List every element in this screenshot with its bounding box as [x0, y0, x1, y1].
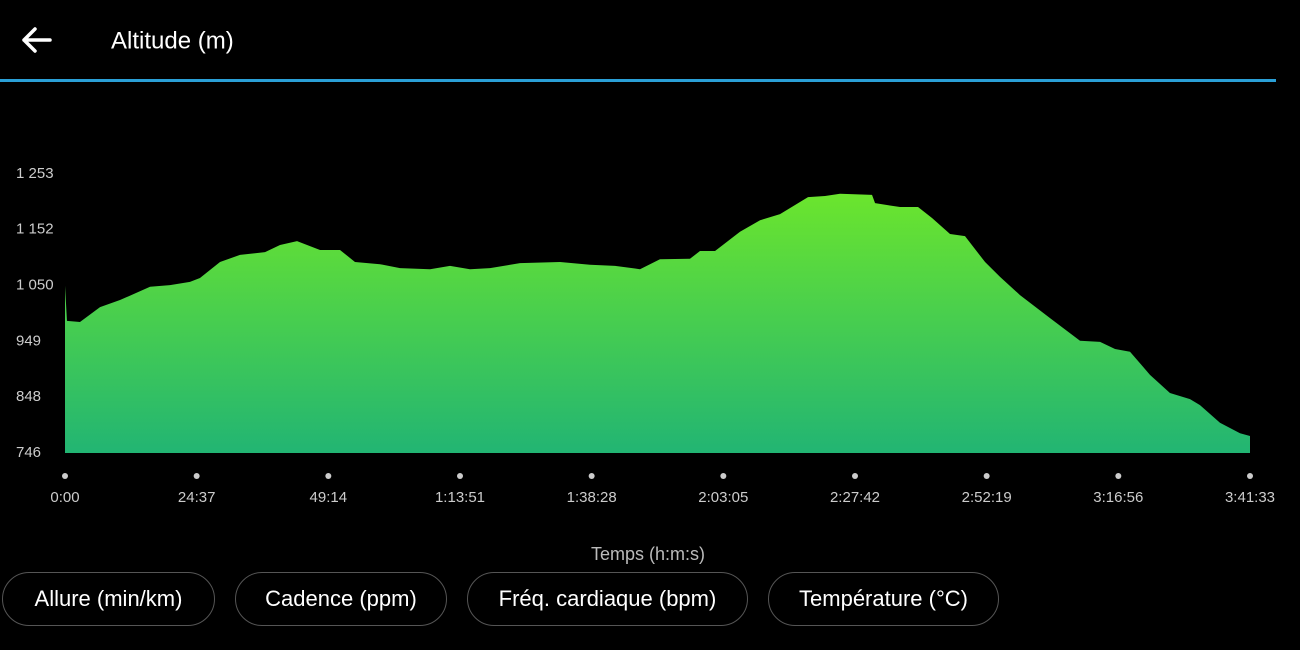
x-tick-dot: [193, 473, 200, 479]
y-tick-label: 949: [16, 332, 41, 349]
x-tick-label: 2:52:19: [962, 489, 1012, 506]
x-tick-dot: [983, 473, 990, 479]
x-tick-label: 2:03:05: [698, 489, 748, 506]
x-tick-label: 2:27:42: [830, 489, 880, 506]
y-tick-label: 848: [16, 388, 41, 405]
y-tick-label: 1 253: [16, 165, 54, 182]
metric-button[interactable]: Allure (min/km): [2, 572, 215, 626]
metric-button[interactable]: Cadence (ppm): [235, 572, 447, 626]
x-tick-label: 3:16:56: [1093, 489, 1143, 506]
page-title: Altitude (m): [111, 27, 234, 54]
x-tick-dot: [588, 473, 595, 479]
x-tick-dot: [62, 473, 68, 479]
x-tick-label: 1:13:51: [435, 489, 485, 506]
x-tick-label: 1:38:28: [567, 489, 617, 506]
x-tick-dot: [720, 473, 727, 479]
x-axis-title: Temps (h:m:s): [591, 544, 705, 564]
y-tick-label: 746: [16, 444, 41, 461]
x-tick-dot: [852, 473, 858, 479]
metric-button[interactable]: Température (°C): [768, 572, 999, 626]
header-divider: [0, 79, 1276, 82]
y-tick-label: 1 050: [16, 277, 54, 294]
x-tick-label: 49:14: [310, 489, 348, 506]
x-tick-label: 3:41:33: [1225, 489, 1275, 506]
x-tick-dot: [325, 473, 332, 479]
x-tick-dot: [457, 473, 463, 479]
x-tick-dot: [1247, 473, 1253, 479]
metric-button[interactable]: Fréq. cardiaque (bpm): [467, 572, 748, 626]
x-tick-dot: [1115, 473, 1122, 479]
x-tick-label: 0:00: [50, 489, 79, 506]
y-tick-label: 1 152: [16, 221, 54, 238]
back-button[interactable]: [22, 27, 52, 53]
x-tick-label: 24:37: [178, 489, 216, 506]
altitude-area: [65, 193, 1250, 453]
